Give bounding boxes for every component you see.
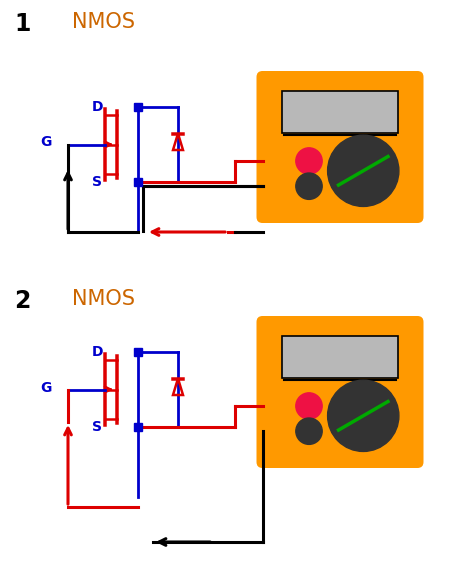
Circle shape bbox=[296, 418, 322, 445]
Text: 2: 2 bbox=[14, 289, 30, 313]
Text: D: D bbox=[92, 345, 104, 359]
Text: NMOS: NMOS bbox=[72, 12, 135, 32]
Text: S: S bbox=[92, 420, 102, 434]
Text: S: S bbox=[92, 175, 102, 189]
Text: 1: 1 bbox=[14, 12, 30, 36]
FancyBboxPatch shape bbox=[256, 71, 424, 223]
Bar bbox=[282, 336, 398, 378]
Bar bbox=[282, 91, 398, 133]
Text: D: D bbox=[92, 100, 104, 114]
Text: NMOS: NMOS bbox=[72, 289, 135, 309]
Text: G: G bbox=[40, 380, 51, 395]
Circle shape bbox=[296, 148, 322, 174]
Circle shape bbox=[327, 380, 399, 451]
Text: G: G bbox=[40, 136, 51, 150]
Circle shape bbox=[296, 173, 322, 200]
Circle shape bbox=[327, 135, 399, 206]
FancyBboxPatch shape bbox=[256, 316, 424, 468]
Circle shape bbox=[296, 393, 322, 419]
